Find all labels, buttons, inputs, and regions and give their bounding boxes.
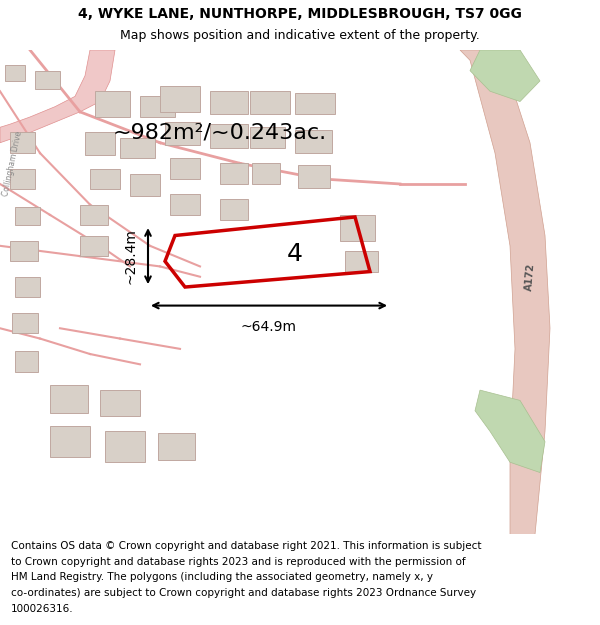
Text: Contains OS data © Crown copyright and database right 2021. This information is : Contains OS data © Crown copyright and d…	[11, 541, 481, 551]
Polygon shape	[80, 204, 108, 225]
Text: 4: 4	[287, 242, 303, 266]
Polygon shape	[5, 66, 25, 81]
Polygon shape	[0, 50, 115, 142]
Polygon shape	[105, 431, 145, 462]
Polygon shape	[295, 93, 335, 114]
Polygon shape	[158, 433, 195, 460]
Polygon shape	[160, 86, 200, 112]
Polygon shape	[80, 236, 108, 256]
Polygon shape	[470, 50, 540, 101]
Polygon shape	[140, 96, 175, 117]
Polygon shape	[90, 169, 120, 189]
Text: Collingham Drive: Collingham Drive	[1, 130, 23, 197]
Polygon shape	[170, 158, 200, 179]
Polygon shape	[35, 71, 60, 89]
Polygon shape	[12, 312, 38, 333]
Polygon shape	[340, 215, 375, 241]
Polygon shape	[100, 390, 140, 416]
Polygon shape	[95, 91, 130, 117]
Text: to Crown copyright and database rights 2023 and is reproduced with the permissio: to Crown copyright and database rights 2…	[11, 557, 466, 567]
Polygon shape	[15, 207, 40, 225]
Text: co-ordinates) are subject to Crown copyright and database rights 2023 Ordnance S: co-ordinates) are subject to Crown copyr…	[11, 588, 476, 598]
Polygon shape	[120, 138, 155, 158]
Polygon shape	[15, 351, 38, 371]
Polygon shape	[15, 277, 40, 298]
Text: 4, WYKE LANE, NUNTHORPE, MIDDLESBROUGH, TS7 0GG: 4, WYKE LANE, NUNTHORPE, MIDDLESBROUGH, …	[78, 7, 522, 21]
Polygon shape	[10, 169, 35, 189]
Polygon shape	[85, 132, 115, 155]
Polygon shape	[220, 163, 248, 184]
Text: A172: A172	[524, 262, 536, 291]
Polygon shape	[460, 50, 550, 534]
Text: 100026316.: 100026316.	[11, 604, 73, 614]
Text: Map shows position and indicative extent of the property.: Map shows position and indicative extent…	[120, 29, 480, 42]
Text: ~982m²/~0.243ac.: ~982m²/~0.243ac.	[113, 122, 327, 142]
Polygon shape	[165, 122, 200, 145]
Polygon shape	[250, 91, 290, 114]
Polygon shape	[210, 91, 248, 114]
Polygon shape	[10, 132, 35, 153]
Text: ~28.4m: ~28.4m	[124, 228, 138, 284]
Polygon shape	[475, 390, 545, 472]
Polygon shape	[298, 166, 330, 188]
Polygon shape	[50, 426, 90, 457]
Polygon shape	[250, 127, 285, 148]
Polygon shape	[220, 199, 248, 220]
Polygon shape	[345, 251, 378, 272]
Text: HM Land Registry. The polygons (including the associated geometry, namely x, y: HM Land Registry. The polygons (includin…	[11, 572, 433, 582]
Polygon shape	[130, 174, 160, 196]
Text: ~64.9m: ~64.9m	[241, 320, 297, 334]
Polygon shape	[170, 194, 200, 215]
Polygon shape	[10, 241, 38, 261]
Polygon shape	[210, 124, 248, 148]
Polygon shape	[50, 385, 88, 412]
Polygon shape	[295, 131, 332, 153]
Polygon shape	[252, 163, 280, 184]
